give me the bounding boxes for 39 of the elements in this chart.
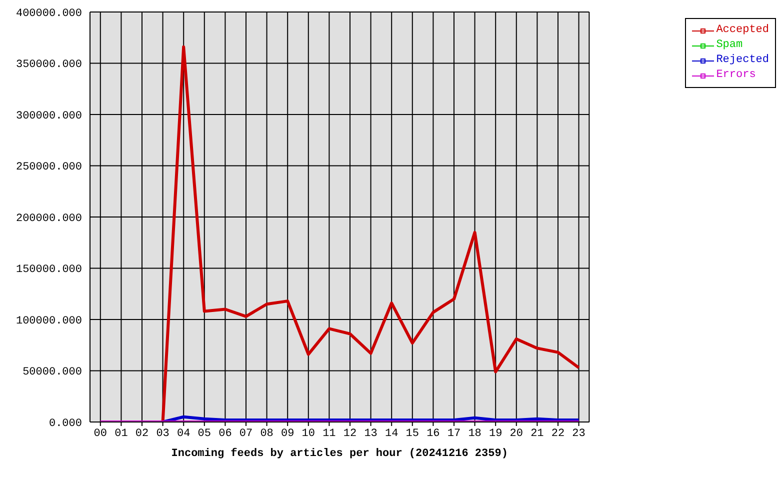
y-tick-label: 0.000	[48, 418, 82, 430]
legend-label: Errors	[716, 68, 756, 83]
y-tick-label: 300000.000	[16, 110, 82, 122]
x-tick-label: 02	[135, 428, 149, 440]
y-tick-label: 250000.000	[16, 162, 82, 174]
x-tick-label: 03	[156, 428, 170, 440]
x-tick-label: 16	[426, 428, 440, 440]
legend-label: Accepted	[716, 23, 769, 38]
y-tick-label: 50000.000	[22, 366, 82, 379]
x-tick-label: 21	[530, 428, 544, 440]
line-series	[161, 45, 580, 422]
x-tick-label: 13	[364, 428, 378, 440]
x-tick-label: 18	[468, 428, 482, 440]
y-tick-label: 200000.000	[16, 212, 82, 225]
x-tick-label: 22	[551, 428, 565, 440]
x-tick-label: 10	[302, 428, 315, 440]
x-tick-label: 08	[260, 428, 274, 440]
x-axis-title: Incoming feeds by articles per hour (20241216 2359)	[171, 447, 508, 460]
x-tick-label: 17	[447, 428, 461, 440]
x-tick-label: 07	[239, 428, 253, 440]
legend-label: Rejected	[716, 53, 769, 68]
x-tick-label: 00	[94, 428, 107, 440]
x-tick-label: 14	[384, 428, 399, 440]
x-tick-label: 05	[198, 428, 211, 440]
x-tick-label: 20	[510, 428, 523, 440]
x-tick-label: 15	[406, 428, 419, 440]
x-tick-label: 01	[114, 428, 128, 440]
x-tick-label: 06	[218, 428, 232, 440]
x-tick-label: 12	[343, 428, 357, 440]
y-tick-label: 150000.000	[16, 264, 82, 276]
x-tick-label: 19	[488, 428, 502, 440]
x-tick-label: 11	[322, 428, 336, 440]
x-tick-label: 04	[176, 428, 191, 440]
legend-label: Spam	[716, 38, 743, 53]
x-tick-label: 09	[280, 428, 294, 440]
y-tick-label: 100000.000	[16, 315, 82, 328]
x-tick-label: 23	[572, 428, 586, 440]
y-tick-label: 350000.000	[16, 59, 82, 72]
y-tick-label: 400000.000	[16, 8, 82, 20]
